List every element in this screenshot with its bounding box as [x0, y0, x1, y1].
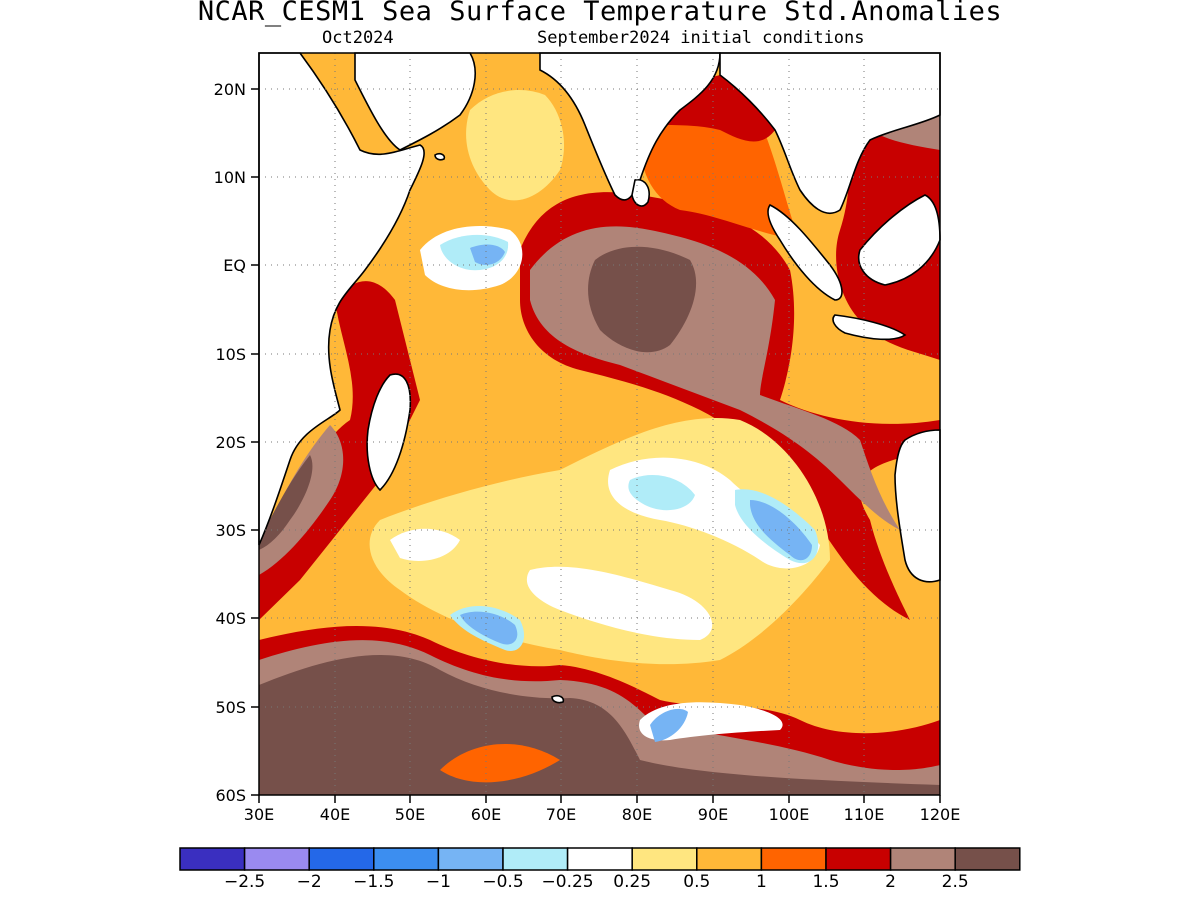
colorbar-label: −0.25: [542, 872, 594, 892]
sri-lanka-landmass: [631, 178, 650, 207]
java-landmass: [832, 314, 907, 341]
colorbar-label: 2.5: [942, 872, 969, 892]
colorbar-label: 1: [756, 872, 767, 892]
arabia-landmass: [354, 52, 476, 151]
colorbar-swatch: [179, 847, 246, 871]
anomaly-region-kerguelen-blue: [650, 708, 688, 742]
y-tick-label: 20S: [215, 433, 246, 452]
colorbar-label: 1.5: [812, 872, 839, 892]
colorbar-label: −2: [297, 872, 322, 892]
grid-lines: [259, 53, 940, 795]
x-tick-label: 50E: [395, 805, 425, 824]
anomaly-region-arabian-blue: [470, 244, 505, 265]
colorbar-label: 0.5: [683, 872, 710, 892]
colorbar-swatch: [243, 847, 310, 871]
colorbar-swatch: [889, 847, 956, 871]
y-tick-labels: 20N 10N EQ 10S 20S 30S 40S 50S 60S: [214, 80, 246, 805]
anomaly-region-west-dark: [259, 455, 313, 550]
colorbar-swatch: [696, 847, 763, 871]
anomaly-region-south-blue: [460, 611, 518, 645]
x-tick-label: 90E: [698, 805, 728, 824]
colorbar: [179, 847, 1021, 871]
colorbar-swatch: [566, 847, 633, 871]
x-tick-label: 40E: [320, 805, 350, 824]
colorbar-swatch: [825, 847, 892, 871]
colorbar-swatch: [954, 847, 1021, 871]
colorbar-swatch: [373, 847, 440, 871]
y-tick-label: 10S: [215, 345, 246, 364]
anomaly-region-subtropic-white-3: [390, 528, 460, 561]
land-masses: [258, 52, 941, 704]
colorbar-label: −1.5: [353, 872, 394, 892]
madagascar-landmass: [366, 373, 412, 492]
colorbar-label: 2: [885, 872, 896, 892]
colorbar-swatch: [502, 847, 569, 871]
colorbar-label: 0.25: [613, 872, 651, 892]
colorbar-label: −1: [426, 872, 451, 892]
tick-marks: [251, 88, 941, 803]
x-tick-label: 100E: [769, 805, 810, 824]
socotra-landmass: [434, 152, 446, 161]
colorbar-labels: −2.5 −2 −1.5 −1 −0.5 −0.25 0.25 0.5 1 1.5 2 2.5: [224, 872, 969, 892]
y-tick-label: 20N: [214, 80, 246, 99]
map-frame: [258, 52, 941, 796]
x-tick-label: 60E: [471, 805, 501, 824]
x-tick-label: 30E: [244, 805, 274, 824]
y-tick-label: 40S: [215, 609, 246, 628]
sumatra-landmass: [767, 203, 843, 301]
y-tick-label: 50S: [215, 698, 246, 717]
colorbar-swatch: [437, 847, 504, 871]
australia-landmass: [894, 429, 941, 583]
y-tick-label: 10N: [214, 168, 246, 187]
y-tick-label: 60S: [215, 786, 246, 805]
x-tick-label: 110E: [844, 805, 885, 824]
y-tick-label: EQ: [223, 256, 246, 275]
x-tick-label: 80E: [622, 805, 652, 824]
map-title: NCAR_CESM1 Sea Surface Temperature Std.A…: [197, 0, 1003, 27]
initial-conditions: September2024 initial conditions: [537, 28, 865, 48]
x-tick-label: 70E: [546, 805, 576, 824]
anomaly-region-central-dark: [588, 246, 697, 353]
y-tick-label: 30S: [215, 521, 246, 540]
anomaly-region-arabian-yellow: [466, 90, 565, 201]
x-tick-label: 120E: [920, 805, 961, 824]
colorbar-swatch: [308, 847, 375, 871]
anomaly-region-south-orange: [440, 743, 560, 783]
india-landmass: [539, 52, 721, 201]
forecast-month: Oct2024: [322, 28, 394, 48]
anomaly-region-south-dark: [259, 654, 940, 795]
anomaly-region-subtropic-white-2: [526, 566, 713, 640]
colorbar-label: −0.5: [482, 872, 523, 892]
anomaly-region-subtropic-cyan: [628, 475, 695, 511]
colorbar-swatch: [631, 847, 698, 871]
kerguelen-landmass: [551, 695, 565, 704]
x-tick-labels: 30E 40E 50E 60E 70E 80E 90E 100E 110E 12…: [244, 805, 961, 824]
colorbar-swatch: [760, 847, 827, 871]
colorbar-label: −2.5: [224, 872, 265, 892]
southeast-asia-landmass: [719, 52, 941, 214]
africa-landmass: [258, 52, 425, 546]
